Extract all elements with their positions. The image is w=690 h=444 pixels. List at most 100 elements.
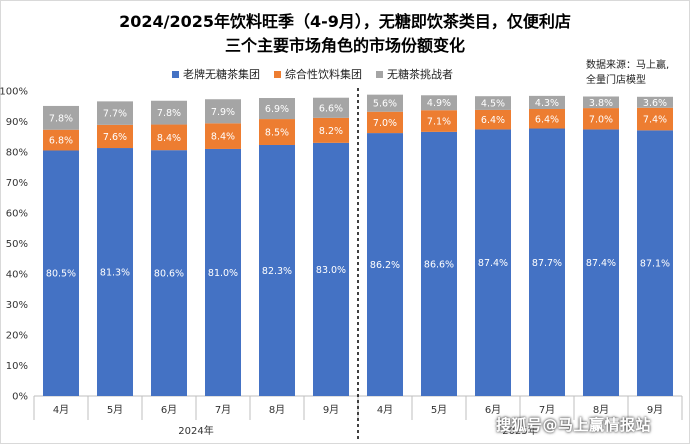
- data-label: 7.0%: [373, 118, 397, 129]
- bar-segment: [367, 133, 403, 396]
- x-tick-label: 4月: [53, 404, 69, 416]
- y-tick-label: 30%: [6, 300, 28, 311]
- data-label: 7.4%: [643, 115, 667, 126]
- data-label: 7.1%: [427, 117, 451, 128]
- data-label: 8.4%: [157, 133, 181, 144]
- chart-title-line1: 2024/2025年饮料旺季（4-9月），无糖即饮茶类目，仅便利店: [119, 12, 571, 31]
- y-tick-label: 60%: [6, 209, 28, 220]
- data-label: 8.4%: [211, 132, 235, 143]
- bar-segment: [205, 148, 241, 396]
- data-source-note: 数据来源：马上赢, 全量门店模型: [586, 58, 669, 88]
- source-line-2: 全量门店模型: [586, 75, 646, 86]
- data-label: 6.4%: [535, 114, 559, 125]
- data-label: 83.0%: [316, 265, 346, 276]
- data-label: 80.6%: [154, 269, 184, 280]
- bar-segment: [529, 128, 565, 396]
- data-label: 82.3%: [262, 266, 292, 277]
- bar-segment: [421, 131, 457, 396]
- data-label: 6.9%: [265, 104, 289, 115]
- y-tick-label: 50%: [6, 239, 28, 250]
- data-label: 87.4%: [586, 258, 616, 269]
- bar-segment: [583, 96, 619, 109]
- x-tick-label: 8月: [269, 404, 285, 416]
- legend-swatch: [172, 70, 179, 78]
- data-label: 81.0%: [208, 268, 238, 279]
- legend-item-series-1: 综合性饮料集团: [274, 66, 362, 82]
- legend-swatch: [376, 70, 383, 78]
- legend-swatch: [274, 70, 281, 78]
- legend-label: 综合性饮料集团: [285, 68, 362, 81]
- bar-segment: [475, 129, 511, 396]
- data-label: 7.9%: [211, 107, 235, 118]
- y-tick-label: 20%: [6, 331, 28, 342]
- y-tick-label: 80%: [6, 148, 28, 159]
- data-label: 3.6%: [643, 98, 667, 109]
- x-tick-label: 8月: [593, 404, 609, 416]
- data-label: 81.3%: [100, 268, 130, 279]
- bar-segment: [583, 129, 619, 396]
- bar-segment: [259, 98, 295, 120]
- data-label: 87.7%: [532, 258, 562, 269]
- x-tick-label: 9月: [323, 404, 339, 416]
- x-tick-label: 7月: [539, 404, 555, 416]
- data-label: 4.3%: [535, 98, 559, 109]
- bar-segment: [313, 142, 349, 396]
- bar-segment: [151, 150, 187, 396]
- y-tick-label: 70%: [6, 178, 28, 189]
- data-label: 8.5%: [265, 128, 289, 139]
- data-label: 6.6%: [319, 103, 343, 114]
- source-line-1: 数据来源：马上赢,: [586, 60, 670, 71]
- legend-item-series-0: 老牌无糖茶集团: [172, 66, 260, 82]
- bar-segment: [259, 119, 295, 145]
- x-group-label: 2024年: [178, 424, 213, 437]
- bar-segment: [43, 105, 79, 130]
- bar-segment: [259, 144, 295, 396]
- x-tick-label: 5月: [431, 404, 447, 416]
- legend-label: 老牌无糖茶集团: [183, 68, 260, 81]
- x-tick-label: 6月: [161, 404, 177, 416]
- data-label: 7.8%: [157, 108, 181, 119]
- bar-segment: [313, 117, 349, 143]
- bar-segment: [637, 96, 673, 108]
- watermark: 搜狐号@马上赢情报站: [496, 416, 652, 434]
- bar-segment: [637, 107, 673, 131]
- bar-segment: [205, 123, 241, 149]
- x-tick-label: 9月: [647, 404, 663, 416]
- legend-item-series-2: 无糖茶挑战者: [376, 66, 453, 82]
- data-label: 7.6%: [103, 132, 127, 143]
- bar-segment: [637, 130, 673, 396]
- bar-segment: [151, 100, 187, 125]
- data-label: 80.5%: [46, 269, 76, 280]
- legend-label: 无糖茶挑战者: [387, 68, 453, 81]
- bar-segment: [313, 97, 349, 118]
- data-label: 86.2%: [370, 260, 400, 271]
- bar-segment: [97, 148, 133, 396]
- bar-segment: [205, 99, 241, 124]
- x-tick-label: 7月: [215, 404, 231, 416]
- bar-segment: [475, 96, 511, 110]
- data-label: 4.9%: [427, 98, 451, 109]
- bar-segment: [43, 150, 79, 396]
- bar-segment: [421, 95, 457, 111]
- bar-segment: [529, 95, 565, 109]
- chart-title-line2: 三个主要市场角色的市场份额变化: [224, 36, 465, 55]
- bar-segment: [367, 111, 403, 134]
- data-label: 87.1%: [640, 259, 670, 270]
- x-group-label: 2025年: [502, 424, 537, 437]
- bar-segment: [583, 108, 619, 130]
- y-tick-label: 100%: [0, 87, 28, 98]
- data-label: 7.8%: [49, 113, 73, 124]
- data-label: 6.8%: [49, 136, 73, 147]
- y-tick-label: 0%: [12, 392, 28, 403]
- chart-legend: 老牌无糖茶集团 综合性饮料集团 无糖茶挑战者: [172, 66, 453, 82]
- y-tick-label: 90%: [6, 117, 28, 128]
- bar-segment: [529, 108, 565, 129]
- x-tick-label: 4月: [377, 404, 393, 416]
- y-tick-label: 40%: [6, 270, 28, 281]
- data-label: 86.6%: [424, 259, 454, 270]
- x-tick-label: 6月: [485, 404, 501, 416]
- bar-segment: [97, 124, 133, 149]
- x-tick-label: 5月: [107, 404, 123, 416]
- data-label: 6.4%: [481, 115, 505, 126]
